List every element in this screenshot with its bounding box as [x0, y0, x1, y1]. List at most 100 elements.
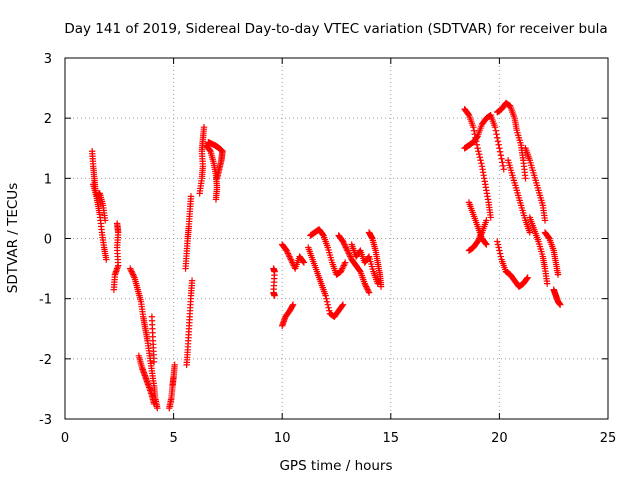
data-point [483, 217, 490, 224]
y-axis-label: SDTVAR / TECUs [5, 183, 21, 293]
data-point [557, 301, 564, 308]
data-point [339, 238, 347, 245]
data-point [129, 269, 136, 277]
data-point [341, 242, 349, 250]
data-point [499, 162, 507, 169]
data-point [341, 241, 348, 248]
data-point [150, 400, 158, 408]
data-point [187, 193, 195, 200]
series-trace-d [461, 99, 564, 308]
data-point [474, 145, 481, 152]
data-point [465, 110, 472, 118]
chart-title: Day 141 of 2019, Sidereal Day-to-day VTE… [64, 21, 607, 37]
data-point [470, 127, 478, 134]
data-point [377, 283, 385, 290]
x-tick-labels: 0 5 10 15 20 25 [61, 431, 616, 446]
series-trace-c [270, 226, 385, 329]
data-point [285, 251, 292, 259]
data-point [497, 152, 505, 159]
series-trace-b [166, 123, 226, 412]
data-point [188, 277, 196, 284]
data-point [499, 159, 506, 166]
x-tick-label: 5 [169, 431, 177, 446]
data-point [326, 307, 333, 314]
data-point [491, 123, 499, 131]
data-point [103, 256, 110, 263]
data-point [341, 259, 349, 266]
data-point [482, 240, 489, 247]
data-points [88, 99, 564, 412]
data-point [171, 361, 178, 369]
data-point [345, 250, 353, 257]
data-point [494, 241, 502, 248]
data-point [319, 231, 326, 238]
gridlines [65, 58, 608, 419]
data-point [361, 280, 368, 287]
data-point [212, 196, 220, 203]
data-point [347, 253, 354, 260]
data-point [362, 283, 370, 290]
x-axis-label: GPS time / hours [279, 458, 392, 474]
data-point [286, 254, 294, 262]
data-point [554, 271, 562, 278]
y-tick-label: 3 [44, 52, 52, 67]
data-point [300, 259, 308, 266]
tick-marks [64, 57, 609, 420]
data-point [478, 160, 485, 167]
data-point [474, 238, 481, 245]
data-point [365, 287, 372, 295]
data-point [500, 166, 507, 173]
data-point [487, 214, 494, 221]
data-point [496, 148, 504, 155]
data-point [346, 251, 353, 259]
data-point [324, 301, 332, 308]
data-point [110, 286, 118, 293]
data-point [284, 250, 292, 257]
data-point [341, 260, 348, 268]
data-point [475, 151, 483, 158]
data-point [339, 302, 346, 309]
data-point [323, 295, 330, 302]
data-point [323, 298, 331, 305]
y-tick-labels: 3 2 1 0 -1 -2 -3 [39, 52, 52, 428]
data-point [339, 263, 347, 271]
data-point [339, 301, 347, 308]
data-point [340, 239, 347, 247]
data-point [495, 244, 502, 251]
data-point [494, 138, 502, 145]
data-point [288, 257, 295, 265]
data-point [524, 274, 531, 281]
data-point [126, 265, 134, 272]
data-point [365, 289, 373, 296]
data-point [339, 265, 346, 272]
data-point [473, 141, 481, 148]
data-point [476, 154, 484, 161]
data-point [299, 258, 307, 265]
x-tick-label: 20 [491, 431, 508, 446]
data-point [344, 248, 352, 256]
y-tick-label: -3 [39, 413, 52, 428]
data-point [128, 268, 135, 275]
data-point [473, 134, 481, 141]
data-point [543, 280, 551, 287]
data-point [523, 275, 531, 282]
data-point [283, 247, 290, 254]
data-point [150, 358, 158, 366]
data-point [200, 123, 208, 131]
data-point [322, 292, 329, 299]
data-point [340, 262, 347, 269]
series-trace-a [88, 148, 161, 412]
data-point [363, 284, 371, 292]
data-point [496, 145, 503, 152]
y-tick-label: 1 [44, 172, 52, 187]
data-point [342, 244, 350, 251]
data-point [364, 286, 371, 293]
data-point [206, 147, 213, 154]
data-point [343, 245, 350, 253]
data-point [127, 266, 135, 274]
x-tick-label: 0 [61, 431, 69, 446]
data-point [130, 272, 137, 280]
data-point [362, 281, 369, 289]
data-point [154, 404, 161, 412]
